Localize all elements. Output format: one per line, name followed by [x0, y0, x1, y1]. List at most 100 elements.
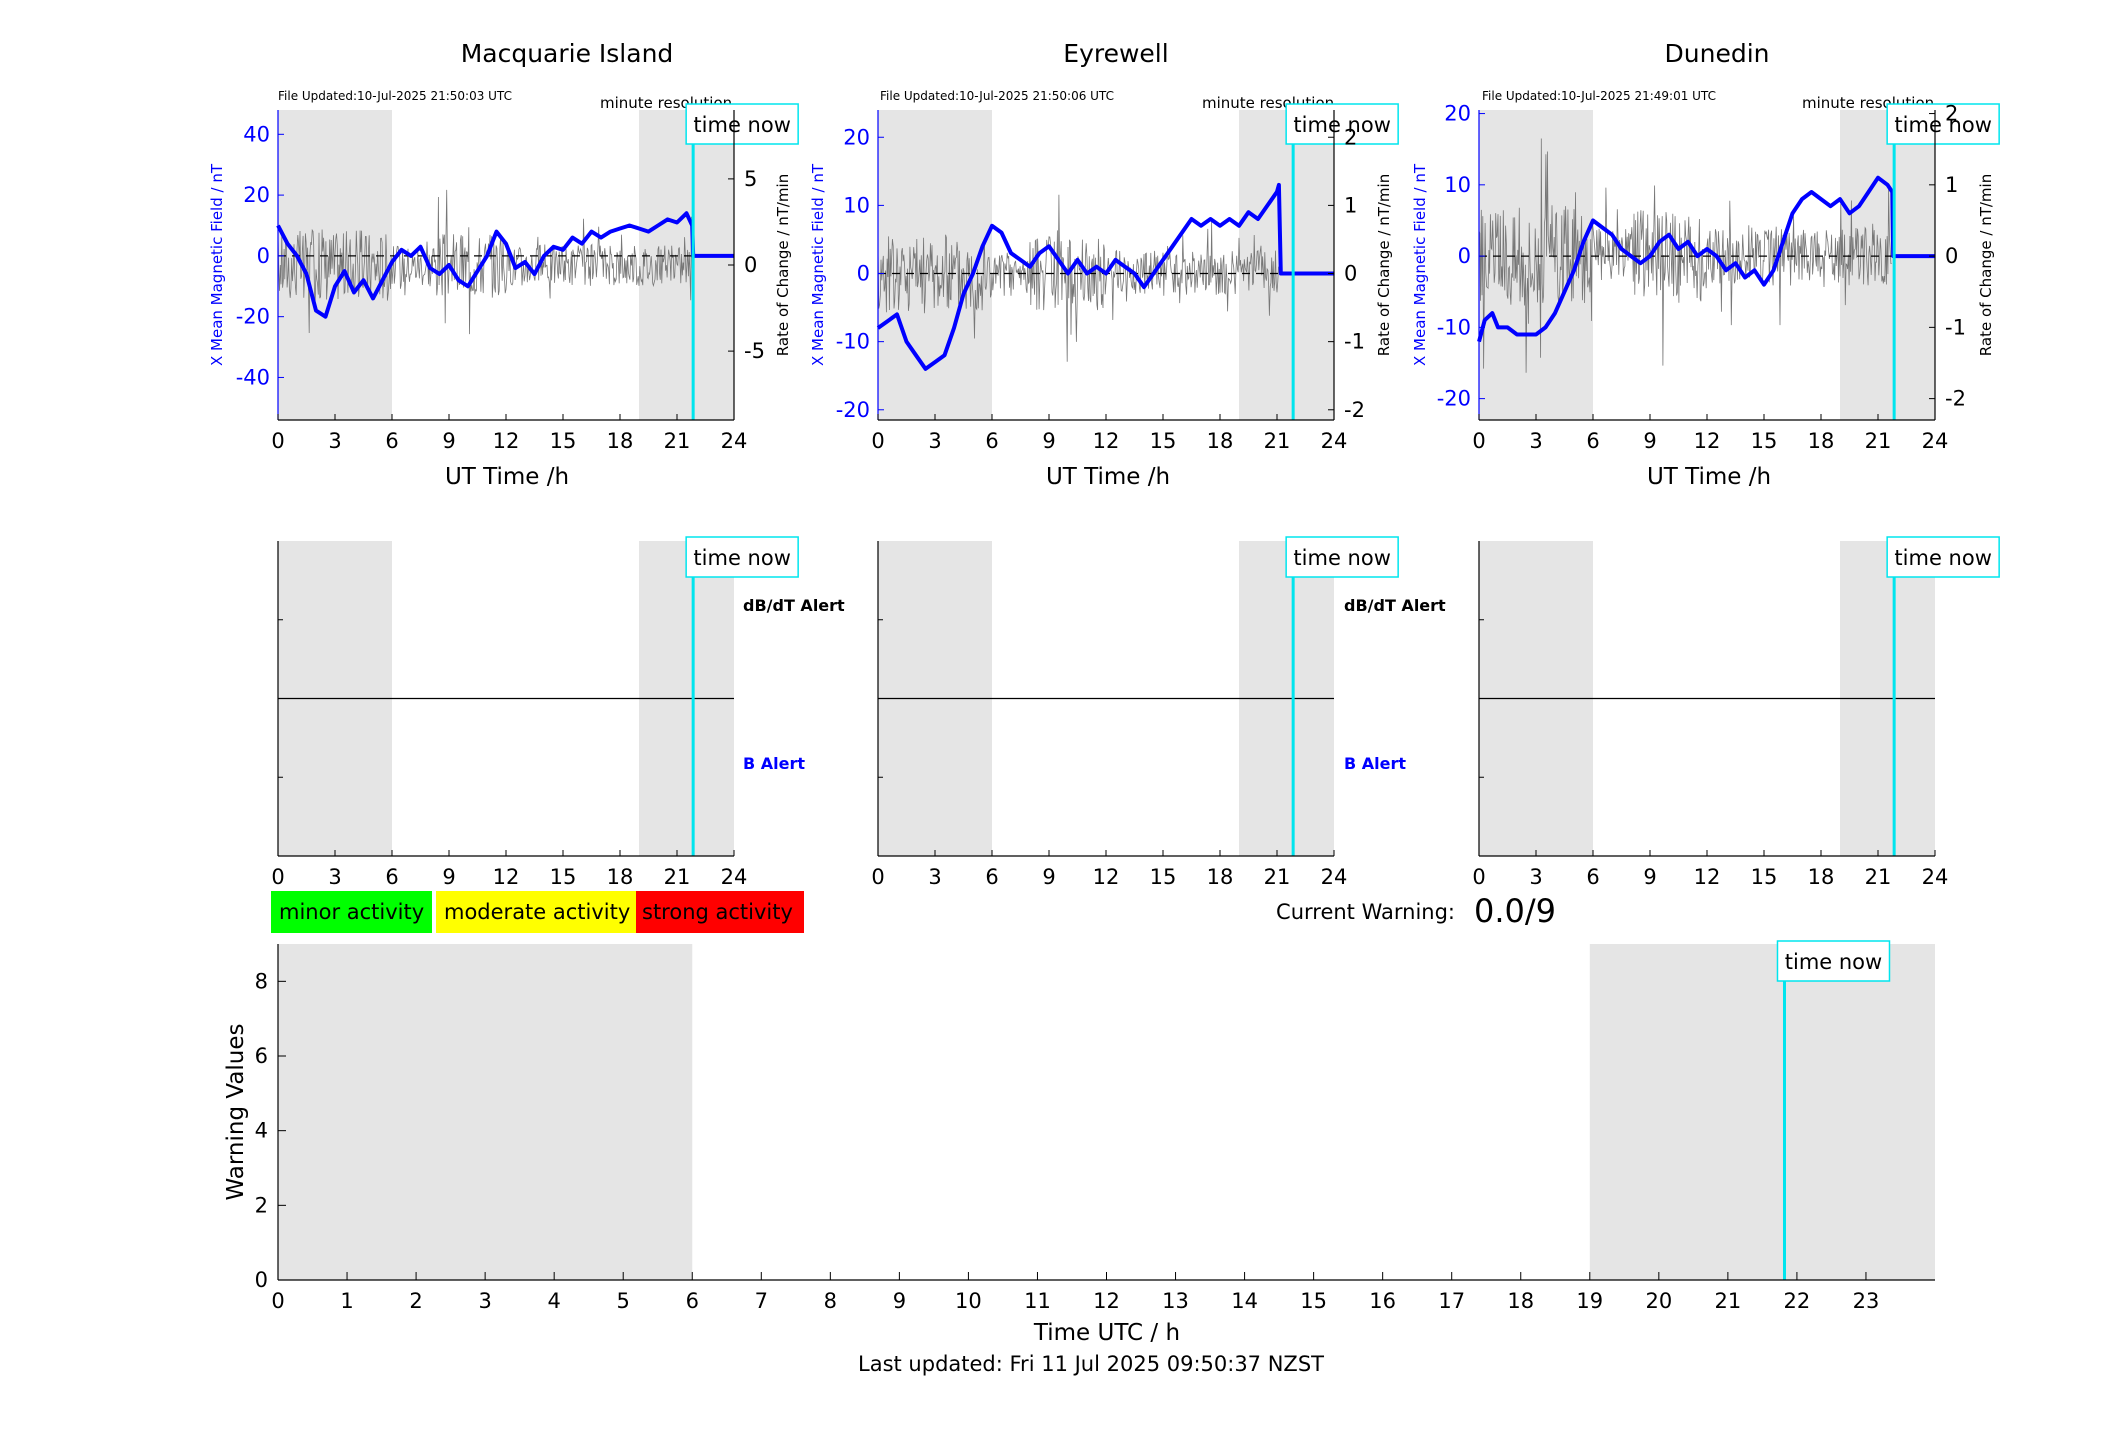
legend-strong-label: strong activity	[642, 900, 793, 924]
x-tick-label: 3	[1529, 429, 1542, 453]
x-tick-label: 2	[409, 1289, 422, 1313]
dbdt-alert-label: dB/dT Alert	[1344, 596, 1446, 615]
b-alert-label: B Alert	[1344, 754, 1406, 773]
x-tick-label: 14	[1231, 1289, 1258, 1313]
y-right-tick-label: -2	[1945, 387, 1966, 411]
x-axis-label: UT Time /h	[1046, 464, 1170, 490]
x-tick-label: 6	[686, 1289, 699, 1313]
x-tick-label: 3	[928, 865, 941, 889]
y-axis-label: X Mean Magnetic Field / nT	[809, 163, 827, 366]
y-tick-label: -20	[836, 398, 870, 422]
time-now-label: time now	[1293, 113, 1390, 137]
x-tick-label: 15	[1150, 865, 1177, 889]
rate-of-change-trace	[1478, 138, 1892, 373]
time-now-label: time now	[1293, 546, 1390, 570]
x-tick-label: 15	[1751, 865, 1778, 889]
y-tick-label: 10	[1444, 173, 1471, 197]
x-tick-label: 0	[271, 865, 284, 889]
y-tick-label: 20	[243, 183, 270, 207]
x-tick-label: 21	[1865, 865, 1892, 889]
y-right-tick-label: -5	[744, 339, 765, 363]
time-now-label: time now	[1785, 950, 1882, 974]
y-tick-label: -10	[1437, 315, 1471, 339]
alert-panels: time now 0 3 6 9 12 15 18 21 24 time now 0 3 6 9 12 15 18…	[271, 536, 2000, 889]
x-tick-label: 21	[664, 429, 691, 453]
y-tick-label: 10	[843, 193, 870, 217]
y-tick-label: 6	[255, 1044, 268, 1068]
x-tick-label: 9	[1042, 865, 1055, 889]
x-tick-label: 13	[1162, 1289, 1189, 1313]
x-tick-label: 8	[824, 1289, 837, 1313]
panel-title: Eyrewell	[1063, 39, 1168, 68]
x-tick-label: 12	[1093, 1289, 1120, 1313]
file-updated-label: File Updated:10-Jul-2025 21:50:03 UTC	[278, 89, 512, 103]
time-now-label: time now	[693, 113, 790, 137]
legend-strong-swatch	[636, 891, 804, 933]
x-mean-field-line	[1477, 175, 1935, 343]
x-tick-label: 15	[1300, 1289, 1327, 1313]
x-tick-label: 5	[617, 1289, 630, 1313]
y-tick-label: 4	[255, 1119, 268, 1143]
x-tick-label: 24	[1922, 429, 1949, 453]
x-tick-label: 22	[1784, 1289, 1811, 1313]
y-right-tick-label: 0	[1344, 262, 1357, 286]
x-tick-label: 18	[1808, 429, 1835, 453]
x-tick-label: 11	[1024, 1289, 1051, 1313]
current-warning-value: 0.0/9	[1474, 892, 1556, 930]
x-tick-label: 12	[1093, 429, 1120, 453]
y-axis-label: X Mean Magnetic Field / nT	[208, 163, 226, 366]
x-tick-label: 12	[1093, 865, 1120, 889]
x-tick-label: 21	[1865, 429, 1892, 453]
x-tick-label: 20	[1645, 1289, 1672, 1313]
time-now-label: time now	[1894, 113, 1991, 137]
last-updated: Last updated: Fri 11 Jul 2025 09:50:37 N…	[858, 1352, 1324, 1376]
y-right-tick-label: 2	[1945, 102, 1958, 126]
y-tick-label: -20	[236, 305, 270, 329]
x-tick-label: 12	[1694, 865, 1721, 889]
time-now-box	[1776, 940, 1891, 982]
x-tick-label: 0	[1472, 429, 1485, 453]
activity-legend: minor activity moderate activity strong …	[271, 891, 804, 933]
x-tick-label: 15	[550, 865, 577, 889]
x-tick-label: 3	[328, 429, 341, 453]
x-tick-label: 0	[871, 429, 884, 453]
y-tick-label: 2	[255, 1193, 268, 1217]
night-shading	[1239, 110, 1334, 420]
x-tick-label: 23	[1853, 1289, 1880, 1313]
y-right-tick-label: 0	[744, 253, 757, 277]
y-tick-label: -40	[236, 365, 270, 389]
y-axis-right-label: Rate of Change / nT/min	[1375, 174, 1393, 356]
x-tick-label: 24	[721, 429, 748, 453]
x-tick-label: 9	[893, 1289, 906, 1313]
y-tick-label: 0	[857, 262, 870, 286]
x-tick-label: 3	[328, 865, 341, 889]
panel-macquarie: Macquarie Island File Updated:10-Jul-202…	[208, 39, 799, 490]
dbdt-alert-label: dB/dT Alert	[743, 596, 845, 615]
y-right-tick-label: -2	[1344, 398, 1365, 422]
y-tick-label: -20	[1437, 387, 1471, 411]
x-tick-label: 9	[442, 865, 455, 889]
x-tick-label: 0	[1472, 865, 1485, 889]
legend-moderate-swatch	[436, 891, 636, 933]
legend-minor-swatch	[271, 891, 432, 933]
x-tick-label: 7	[755, 1289, 768, 1313]
x-tick-label: 9	[1042, 429, 1055, 453]
y-tick-label: -10	[836, 330, 870, 354]
x-tick-label: 1	[340, 1289, 353, 1313]
x-tick-label: 12	[493, 865, 520, 889]
x-tick-label: 6	[1586, 865, 1599, 889]
x-tick-label: 0	[271, 1289, 284, 1313]
y-right-tick-label: -1	[1945, 315, 1966, 339]
plot-area: time now 0 3 6 9 12 15 18 21 24 -40 -20 0 20 40 -5 0 5	[236, 103, 799, 453]
x-tick-label: 9	[1643, 429, 1656, 453]
rate-of-change-trace	[277, 189, 693, 335]
x-tick-label: 0	[871, 865, 884, 889]
x-tick-label: 21	[1264, 429, 1291, 453]
y-right-tick-label: -1	[1344, 330, 1365, 354]
y-tick-label: 0	[257, 244, 270, 268]
time-now-label: time now	[693, 546, 790, 570]
time-now-box	[685, 536, 799, 578]
